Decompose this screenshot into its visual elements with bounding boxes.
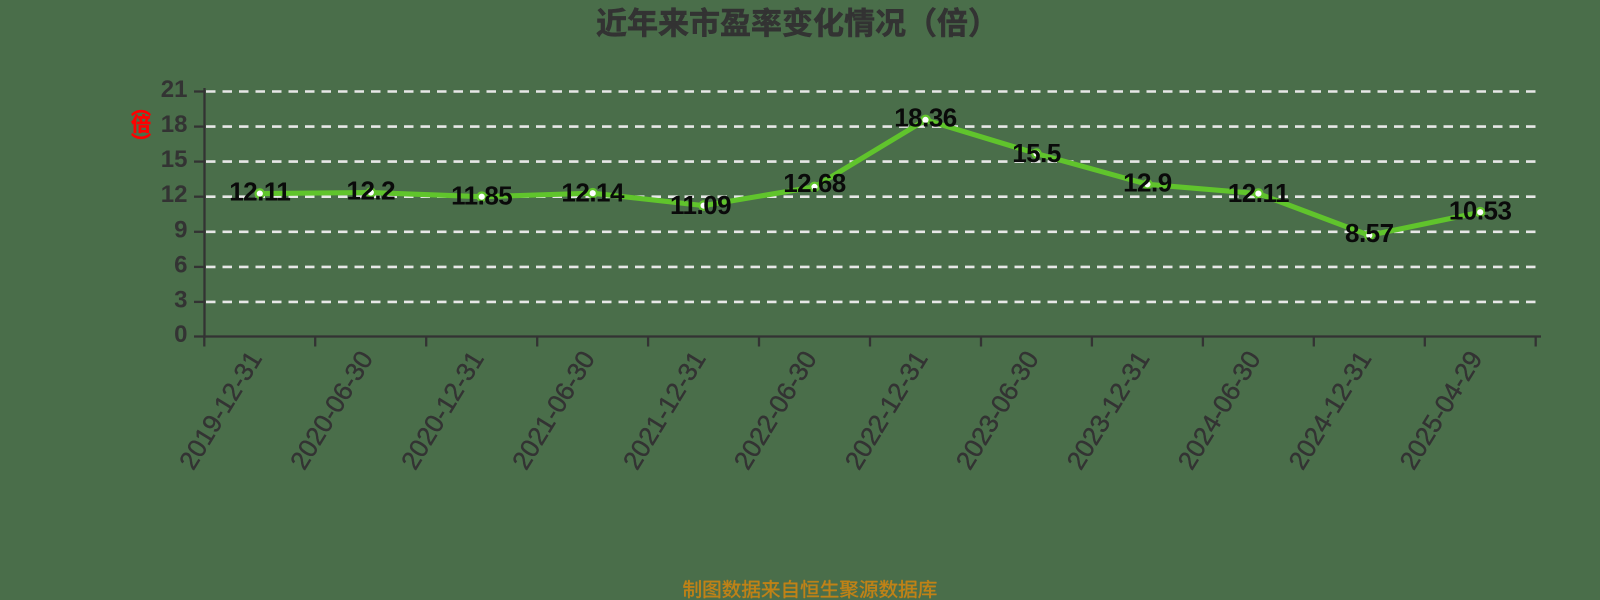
svg-text:12.9: 12.9 [1123, 167, 1172, 197]
svg-text:8.57: 8.57 [1345, 218, 1394, 248]
svg-text:12.2: 12.2 [346, 175, 395, 205]
svg-text:12.11: 12.11 [229, 176, 290, 206]
svg-text:10.53: 10.53 [1449, 195, 1512, 225]
svg-text:18: 18 [161, 111, 188, 138]
svg-text:15: 15 [161, 146, 188, 173]
svg-text:12.14: 12.14 [561, 178, 625, 208]
svg-text:0: 0 [174, 321, 187, 348]
svg-text:12.68: 12.68 [783, 168, 846, 198]
svg-text:11.85: 11.85 [451, 180, 512, 210]
svg-text:18.36: 18.36 [894, 102, 957, 132]
svg-text:15.5: 15.5 [1012, 138, 1061, 168]
svg-text:21: 21 [161, 76, 188, 103]
svg-text:6: 6 [174, 251, 187, 278]
svg-text:12: 12 [161, 181, 188, 208]
svg-text:11.09: 11.09 [670, 190, 731, 220]
svg-text:12.11: 12.11 [1228, 178, 1289, 208]
svg-text:3: 3 [174, 286, 187, 313]
svg-text:9: 9 [174, 216, 187, 243]
